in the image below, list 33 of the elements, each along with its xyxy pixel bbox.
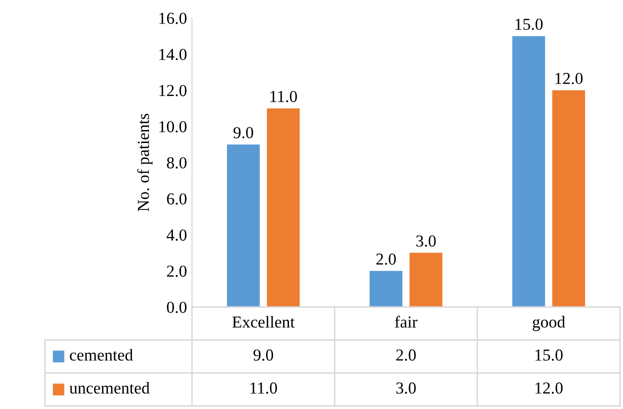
data-label: 12.0 [536, 382, 563, 394]
data-label: 2.0 [396, 349, 416, 361]
bar [266, 108, 300, 307]
y-tick-label: 14.0 [159, 48, 187, 60]
data-label: 9.0 [253, 349, 274, 361]
text: 9.0 [233, 127, 254, 138]
y-tick-label: 0.0 [166, 302, 187, 314]
y-tick-label: 6.0 [167, 193, 187, 205]
bar [512, 36, 546, 307]
x-tick-label: good [532, 316, 566, 332]
y-axis-title: No. of patients [137, 114, 152, 212]
text: 2.0 [376, 253, 396, 265]
y-tick-label: 8.0 [166, 157, 187, 169]
text: 11.0 [270, 90, 297, 102]
bar [226, 144, 260, 307]
text: 12.0 [556, 72, 583, 84]
x-tick-label: Excellent [232, 316, 295, 328]
legend-label: uncemented [69, 382, 150, 394]
data-label: 11.0 [250, 382, 277, 394]
y-tick-label: 12.0 [159, 84, 187, 96]
y-tick-label: 4.0 [166, 229, 187, 241]
legend-label: cemented [70, 348, 133, 361]
y-tick-label: 10.0 [159, 121, 187, 132]
y-tick-label: 16.0 [159, 12, 187, 24]
bar [552, 90, 586, 307]
text: 3.0 [416, 235, 436, 247]
bar [410, 252, 442, 307]
data-label: 15.0 [536, 349, 563, 361]
text: 15.0 [516, 18, 543, 30]
x-tick-label: fair [394, 316, 418, 328]
bar [370, 270, 402, 307]
data-label: 3.0 [396, 382, 416, 394]
y-tick-label: 2.0 [167, 266, 187, 277]
